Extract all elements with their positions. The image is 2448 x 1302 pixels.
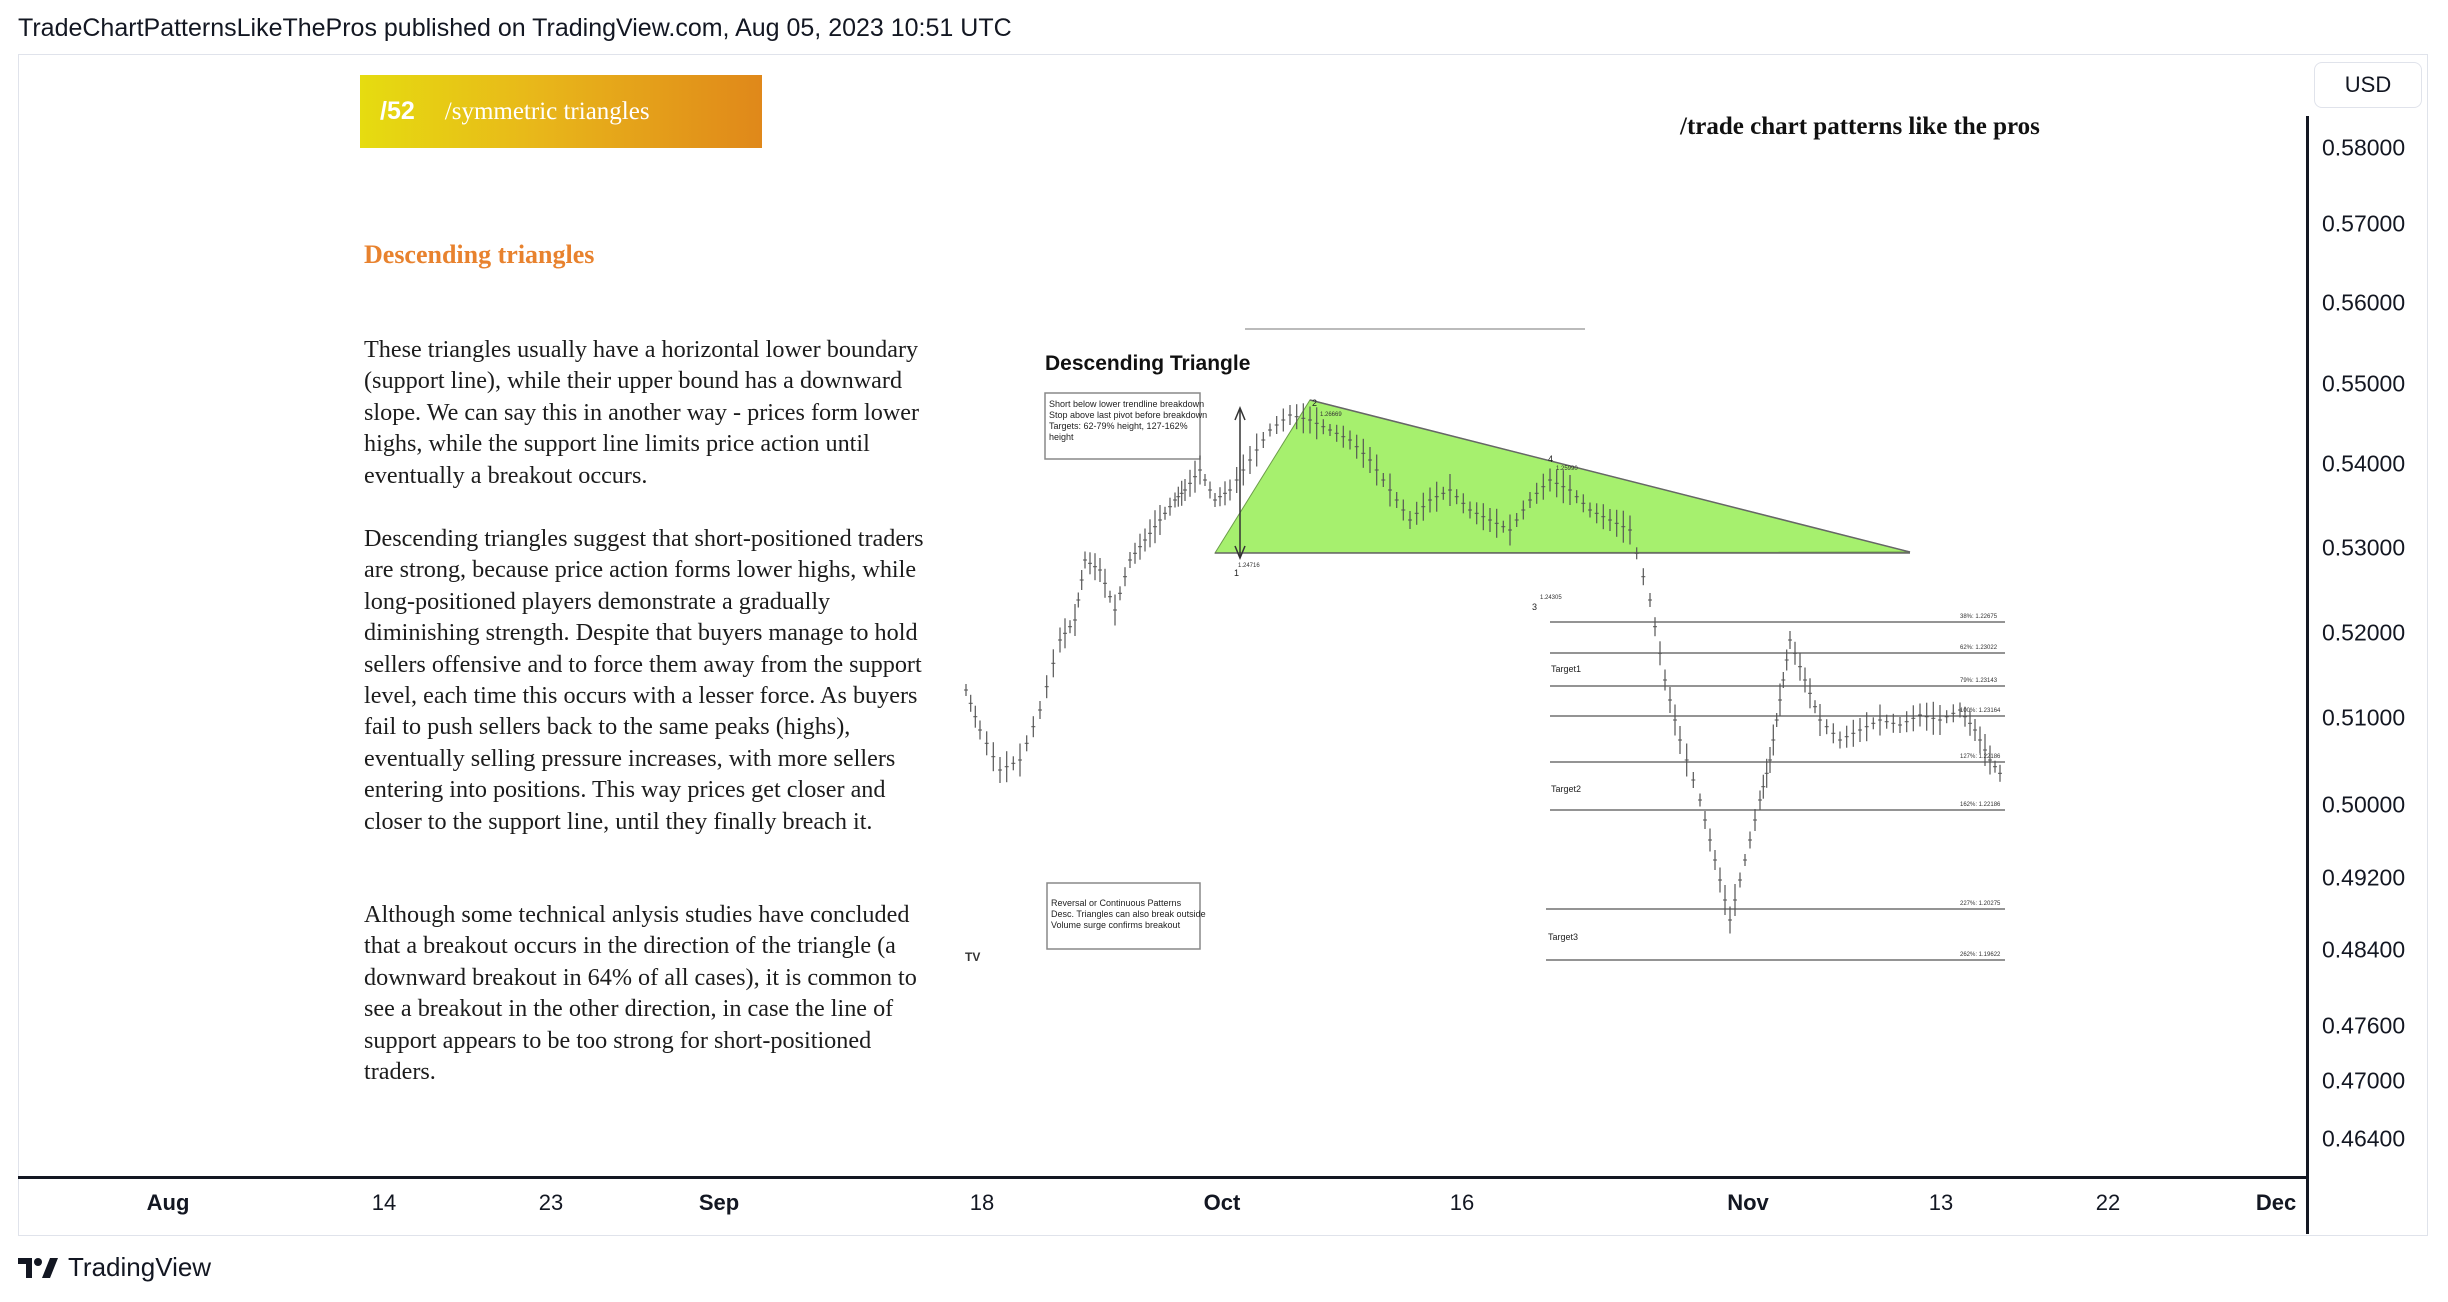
time-label: 23 bbox=[538, 1190, 564, 1215]
paragraph-2: Descending triangles suggest that short-… bbox=[364, 525, 924, 835]
note-box-2-line-1: Reversal or Continuous Patterns bbox=[1051, 898, 1182, 908]
time-label: 22 bbox=[2095, 1190, 2121, 1215]
note-box-1-line-1: Short below lower trendline breakdown bbox=[1049, 399, 1204, 409]
time-label: Sep bbox=[698, 1190, 740, 1215]
note-box-2 bbox=[1046, 882, 1201, 950]
time-label: 14 bbox=[371, 1190, 397, 1215]
pivot-label-1: 1 bbox=[1234, 568, 1239, 578]
target-2-label: Target2 bbox=[1551, 784, 1581, 794]
chart-pane[interactable] bbox=[18, 54, 2428, 1236]
fib-label: 38%: 1.22675 bbox=[1960, 614, 1998, 620]
pivot-value-3: 1.24305 bbox=[1540, 595, 1562, 601]
price-label: 0.46400 bbox=[2322, 1125, 2406, 1152]
fib-label: 162%: 1.22186 bbox=[1960, 802, 2001, 808]
inner-chart-title: Descending Triangle bbox=[1045, 352, 1250, 375]
price-label: 0.54000 bbox=[2322, 450, 2406, 477]
height-arrow-head-up bbox=[1234, 406, 1246, 421]
time-label: Aug bbox=[146, 1190, 190, 1215]
price-label: 0.52000 bbox=[2322, 619, 2406, 646]
price-label: 0.58000 bbox=[2322, 134, 2406, 161]
publication-header: TradeChartPatternsLikeThePros published … bbox=[18, 14, 1012, 42]
pivot-value-2: 1.26669 bbox=[1320, 412, 1342, 418]
section-heading: Descending triangles bbox=[364, 240, 595, 269]
tradingview-footer[interactable]: TradingView bbox=[18, 1252, 211, 1283]
time-label: 13 bbox=[1928, 1190, 1954, 1215]
height-arrow-head-down bbox=[1234, 545, 1246, 560]
pivot-value-4: 1.25990 bbox=[1556, 466, 1578, 472]
time-label: 18 bbox=[969, 1190, 995, 1215]
resistance-line bbox=[1309, 399, 1911, 553]
pivot-label-2: 2 bbox=[1312, 398, 1317, 408]
tradingview-logo-icon bbox=[18, 1257, 58, 1278]
tradingview-watermark-icon: TV bbox=[965, 950, 980, 964]
price-label: 0.57000 bbox=[2322, 210, 2406, 237]
target-1-label: Target1 bbox=[1551, 664, 1581, 674]
time-label: Dec bbox=[2255, 1190, 2297, 1215]
price-label: 0.48400 bbox=[2322, 936, 2406, 963]
paragraph-3: Although some technical anlysis studies … bbox=[364, 901, 917, 1086]
price-label: 0.56000 bbox=[2322, 289, 2406, 316]
footer-brand: TradingView bbox=[68, 1252, 212, 1282]
price-label: 0.53000 bbox=[2322, 534, 2406, 561]
note-box-1-line-2: Stop above last pivot before breakdown bbox=[1049, 410, 1207, 420]
brand-title: /trade chart patterns like the pros bbox=[1680, 113, 2040, 140]
fib-label: 262%: 1.19622 bbox=[1960, 952, 2001, 958]
pivot-label-4: 4 bbox=[1548, 454, 1553, 464]
pivot-value-1: 1.24716 bbox=[1238, 563, 1260, 569]
slide-banner: /52 /symmetric triangles bbox=[360, 75, 762, 148]
price-label: 0.55000 bbox=[2322, 370, 2406, 397]
note-box-1 bbox=[1044, 392, 1201, 460]
note-box-1-line-3: Targets: 62-79% height, 127-162% bbox=[1049, 421, 1188, 431]
price-label: 0.47000 bbox=[2322, 1067, 2406, 1094]
currency-button[interactable]: USD bbox=[2314, 62, 2422, 108]
fib-label: 100%: 1.23164 bbox=[1960, 708, 2001, 714]
price-label: 0.51000 bbox=[2322, 704, 2406, 731]
time-label: 16 bbox=[1449, 1190, 1475, 1215]
descending-triangle-illustration: Descending Triangle Short below lower tr… bbox=[964, 328, 2005, 964]
triangle-area bbox=[1214, 399, 1911, 554]
fib-label: 227%: 1.20275 bbox=[1960, 901, 2001, 907]
fib-label: 62%: 1.23022 bbox=[1960, 645, 1998, 651]
time-label: Oct bbox=[1203, 1190, 1241, 1215]
price-candles bbox=[964, 403, 2002, 934]
banner-title: /symmetric triangles bbox=[444, 97, 650, 125]
fib-label: 127%: 1.22186 bbox=[1960, 754, 2001, 760]
time-axis-border bbox=[18, 1176, 2308, 1179]
price-label: 0.50000 bbox=[2322, 791, 2406, 818]
note-box-2-line-3: Volume surge confirms breakout bbox=[1051, 920, 1181, 930]
pivot-label-3: 3 bbox=[1532, 602, 1537, 612]
price-label: 0.49200 bbox=[2322, 864, 2406, 891]
target-3-label: Target3 bbox=[1548, 932, 1578, 942]
banner-number: /52 bbox=[380, 97, 415, 125]
price-axis-border bbox=[2306, 116, 2309, 1234]
note-box-1-line-4: height bbox=[1049, 432, 1074, 442]
fibonacci-targets: 38%: 1.22675 62%: 1.23022 79%: 1.23143 100%… bbox=[1546, 614, 2005, 961]
fib-label: 79%: 1.23143 bbox=[1960, 678, 1998, 684]
note-box-2-line-2: Desc. Triangles can also break outside bbox=[1051, 909, 1206, 919]
paragraph-1: These triangles usually have a horizonta… bbox=[364, 336, 920, 489]
price-label: 0.47600 bbox=[2322, 1012, 2406, 1039]
time-label: Nov bbox=[1727, 1190, 1769, 1215]
